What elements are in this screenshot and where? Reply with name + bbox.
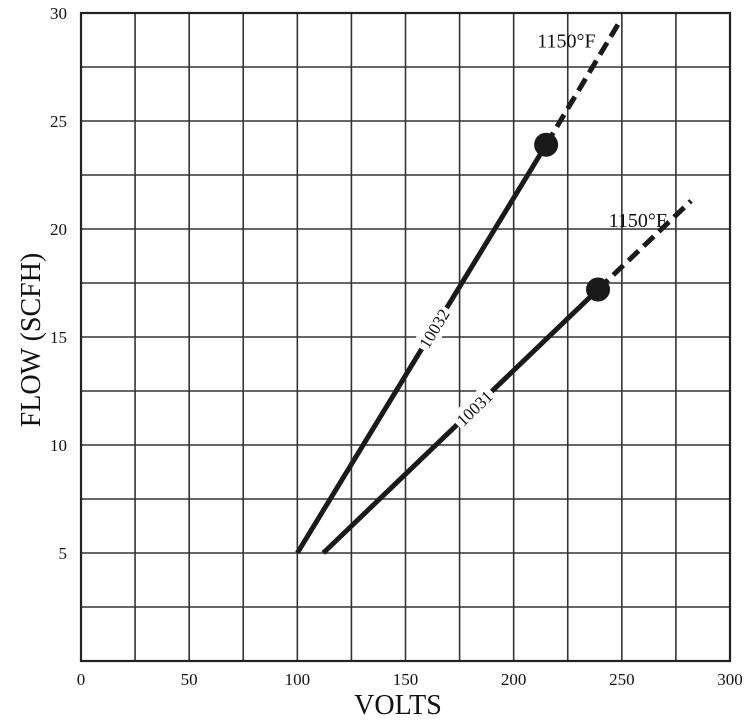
x-tick-label: 200	[501, 670, 527, 689]
x-tick-label: 250	[609, 670, 635, 689]
series-dashed-extension	[596, 199, 693, 292]
series-marker-dot	[534, 132, 559, 157]
series-marker-dot	[586, 277, 611, 302]
x-tick-label: 0	[77, 670, 86, 689]
plot-frame	[79, 11, 732, 663]
x-tick-label: 100	[285, 670, 311, 689]
series-label-gap	[412, 302, 457, 355]
x-tick-label: 50	[181, 670, 198, 689]
temperature-annotation: 1150°F	[609, 210, 667, 232]
y-tick-label: 30	[50, 4, 67, 23]
series-dashed-extension	[543, 20, 622, 147]
tick-labels: 0 50 100 150 200 250 300 5 10 15 20 25 30	[50, 4, 743, 689]
grid	[79, 11, 732, 663]
temperature-annotation: 1150°F	[537, 31, 595, 53]
y-tick-label: 25	[50, 112, 67, 131]
y-tick-label: 10	[50, 436, 67, 455]
y-tick-label: 20	[50, 220, 67, 239]
y-axis-title: FLOW (SCFH)	[16, 253, 47, 428]
y-tick-label: 5	[59, 544, 68, 563]
x-tick-label: 150	[393, 670, 419, 689]
x-tick-label: 300	[717, 670, 743, 689]
series-label-gap	[449, 383, 500, 433]
x-axis-title: VOLTS	[354, 690, 442, 721]
y-tick-label: 15	[50, 328, 67, 347]
